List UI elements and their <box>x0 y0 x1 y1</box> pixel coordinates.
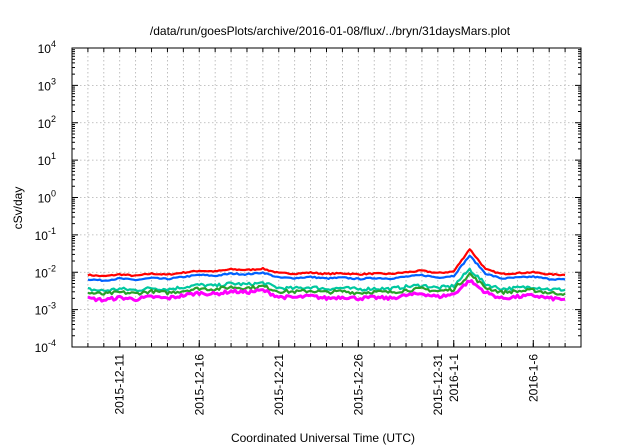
y-tick-label: 102 <box>38 114 56 131</box>
x-axis-label: Coordinated Universal Time (UTC) <box>231 431 415 445</box>
data-series <box>87 248 566 303</box>
series-line <box>87 279 566 303</box>
x-axis-ticks: 2015-12-11 2015-12-16 2015-12-21 2015-12-26… <box>87 48 566 416</box>
x-tick-label: 2016-1-1 <box>447 354 461 402</box>
y-tick-label-base: 10 <box>35 341 49 355</box>
grid-lines <box>72 48 581 347</box>
y-tick-label: 10-3 <box>35 301 56 318</box>
y-tick-label-base: 10 <box>35 266 49 280</box>
y-tick-label-base: 10 <box>38 42 52 56</box>
y-axis-label: cSv/day <box>11 187 25 230</box>
y-tick-label: 103 <box>38 76 56 93</box>
y-tick-label-exponent: -2 <box>48 263 56 273</box>
plot-frame <box>71 47 582 348</box>
y-tick-label-base: 10 <box>38 79 52 93</box>
y-tick-label-exponent: 1 <box>51 151 56 161</box>
x-tick-label: 2015-12-31 <box>431 354 445 416</box>
x-tick-label: 2015-12-11 <box>113 354 127 415</box>
chart-title: /data/run/goesPlots/archive/2016-01-08/f… <box>150 24 511 38</box>
y-tick-label-exponent: -4 <box>48 338 56 348</box>
y-tick-label-exponent: 3 <box>51 76 56 86</box>
y-tick-label-exponent: 4 <box>51 39 56 49</box>
series-line <box>87 248 566 278</box>
x-tick-label: 2015-12-26 <box>351 354 365 416</box>
y-tick-label: 10-2 <box>35 263 56 280</box>
series-line <box>87 272 566 296</box>
y-tick-label-base: 10 <box>38 154 52 168</box>
y-tick-label: 101 <box>38 151 56 168</box>
y-tick-label-exponent: -3 <box>48 301 56 311</box>
series-line <box>87 254 566 282</box>
y-tick-label-base: 10 <box>38 117 52 131</box>
y-tick-label-base: 10 <box>35 304 49 318</box>
y-tick-label: 10-4 <box>35 338 56 355</box>
y-tick-label-exponent: -1 <box>48 226 56 236</box>
y-tick-label-base: 10 <box>38 192 52 206</box>
y-tick-label-exponent: 2 <box>51 114 56 124</box>
y-tick-label-exponent: 0 <box>51 189 56 199</box>
y-tick-label-base: 10 <box>35 229 49 243</box>
x-tick-label: 2016-1-6 <box>526 354 540 402</box>
x-tick-label: 2015-12-21 <box>272 354 286 416</box>
x-tick-label: 2015-12-16 <box>192 354 206 416</box>
y-tick-label: 104 <box>38 39 56 56</box>
y-tick-label: 100 <box>38 189 56 206</box>
series-line <box>87 267 566 293</box>
y-tick-label: 10-1 <box>35 226 56 243</box>
